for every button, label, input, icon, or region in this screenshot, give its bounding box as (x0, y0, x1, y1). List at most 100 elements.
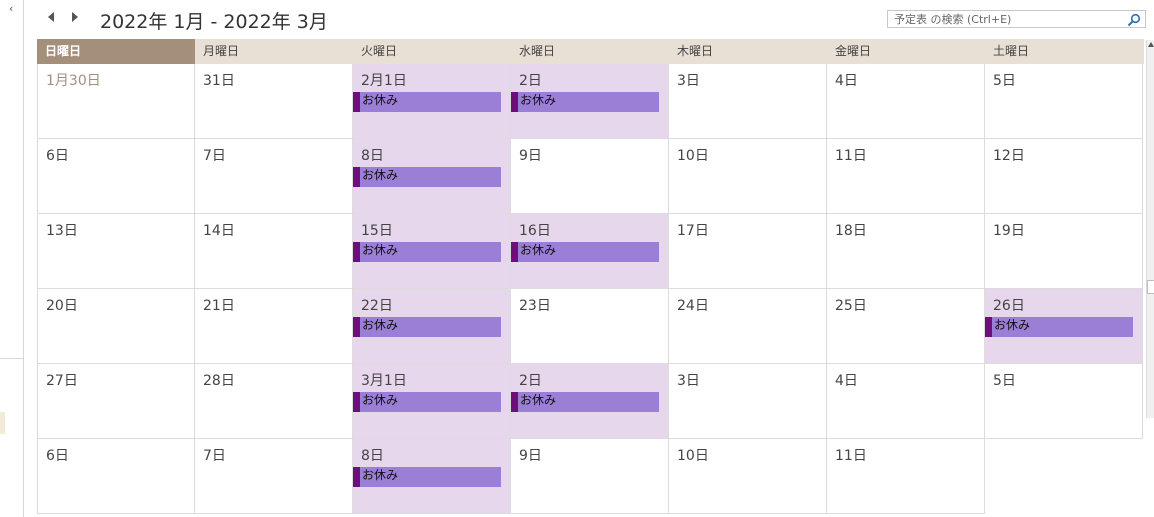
day-number: 6日 (46, 148, 69, 164)
weekday-sunday: 日曜日 (37, 39, 195, 64)
week-row: 27日 28日 3月1日 お休み 2日 お休み 3日 4日 5日 (37, 364, 1144, 439)
day-cell[interactable]: 4日 (827, 364, 985, 439)
day-cell[interactable]: 11日 (827, 439, 985, 514)
day-number: 1月30日 (46, 73, 101, 89)
day-cell[interactable]: 7日 (195, 139, 353, 214)
day-cell[interactable]: 24日 (669, 289, 827, 364)
day-cell[interactable]: 8日お休み (353, 439, 511, 514)
calendar-search[interactable] (887, 10, 1146, 28)
day-cell[interactable]: 2日お休み (511, 364, 669, 439)
day-cell[interactable]: 19日 (985, 214, 1143, 289)
appointment-block[interactable]: お休み (353, 242, 501, 262)
day-cell[interactable]: 14日 (195, 214, 353, 289)
day-cell[interactable]: 10日 (669, 139, 827, 214)
day-cell[interactable]: 4日 (827, 64, 985, 139)
day-number: 11日 (835, 448, 867, 464)
appointment-block[interactable]: お休み (985, 317, 1133, 337)
day-cell[interactable]: 6日 (37, 139, 195, 214)
day-cell[interactable]: 12日 (985, 139, 1143, 214)
day-number: 2日 (519, 373, 542, 389)
search-input[interactable] (888, 11, 1124, 27)
appointment-block[interactable]: お休み (353, 317, 501, 337)
day-cell[interactable]: 31日 (195, 64, 353, 139)
weekday-wednesday: 水曜日 (519, 44, 556, 58)
day-number: 13日 (46, 223, 78, 239)
appointment-block[interactable]: お休み (511, 242, 659, 262)
day-number: 4日 (835, 373, 858, 389)
day-number: 5日 (993, 373, 1016, 389)
day-cell[interactable]: 15日お休み (353, 214, 511, 289)
day-number: 27日 (46, 373, 78, 389)
day-number: 8日 (361, 448, 384, 464)
weekday-header: 日曜日 月曜日 火曜日 水曜日 木曜日 金曜日 土曜日 (37, 39, 1144, 64)
day-number: 17日 (677, 223, 709, 239)
week-row: 6日 7日 8日 お休み 9日 10日 11日 12日 (37, 139, 1144, 214)
week-row: 1月30日 31日 2月1日 お休み 2日 お休み 3日 4日 5日 (37, 64, 1144, 139)
day-number: 31日 (203, 73, 235, 89)
day-cell[interactable]: 9日 (511, 439, 669, 514)
scroll-up-icon[interactable] (1148, 42, 1154, 47)
appointment-block[interactable]: お休み (353, 167, 501, 187)
month-grid: 日曜日 月曜日 火曜日 水曜日 木曜日 金曜日 土曜日 1月30日 31日 2月1日… (37, 39, 1144, 514)
weekday-tuesday: 火曜日 (361, 44, 398, 58)
day-cell[interactable]: 5日 (985, 364, 1143, 439)
collapse-pane-icon[interactable]: ‹ (9, 2, 14, 15)
day-cell[interactable]: 22日お休み (353, 289, 511, 364)
weekday-thursday: 木曜日 (677, 44, 714, 58)
week-row: 13日 14日 15日 お休み 16日 お休み 17日 18日 19日 (37, 214, 1144, 289)
day-cell[interactable]: 1月30日 (37, 64, 195, 139)
day-number: 15日 (361, 223, 393, 239)
day-cell[interactable]: 18日 (827, 214, 985, 289)
pane-highlight (0, 412, 5, 434)
day-cell[interactable]: 11日 (827, 139, 985, 214)
weekday-saturday: 土曜日 (993, 44, 1030, 58)
day-cell[interactable]: 26日 お休み (985, 289, 1143, 364)
previous-range-icon[interactable] (48, 12, 54, 22)
day-cell[interactable]: 16日 お休み (511, 214, 669, 289)
appointment-block[interactable]: お休み (353, 467, 501, 487)
day-cell[interactable]: 21日 (195, 289, 353, 364)
day-cell[interactable]: 3日 (669, 64, 827, 139)
day-cell[interactable]: 2月1日お休み (353, 64, 511, 139)
day-cell[interactable]: 27日 (37, 364, 195, 439)
next-range-icon[interactable] (72, 12, 78, 22)
day-number: 5日 (993, 73, 1016, 89)
pane-divider (0, 358, 23, 359)
day-cell[interactable]: 17日 (669, 214, 827, 289)
weekday-monday: 月曜日 (203, 44, 240, 58)
appointment-block[interactable]: お休み (353, 92, 501, 112)
day-number: 3月1日 (361, 373, 407, 389)
day-cell[interactable]: 8日 お休み (353, 139, 511, 214)
day-cell[interactable]: 28日 (195, 364, 353, 439)
weekday-friday: 金曜日 (835, 44, 872, 58)
day-number: 22日 (361, 298, 393, 314)
day-number: 2日 (519, 73, 542, 89)
day-number: 6日 (46, 448, 69, 464)
day-cell[interactable]: 25日 (827, 289, 985, 364)
day-cell[interactable]: 3月1日お休み (353, 364, 511, 439)
day-cell[interactable]: 2日お休み (511, 64, 669, 139)
day-number: 21日 (203, 298, 235, 314)
day-number: 7日 (203, 148, 226, 164)
day-cell[interactable]: 7日 (195, 439, 353, 514)
appointment-block[interactable]: お休み (353, 392, 501, 412)
vertical-scrollbar[interactable] (1146, 40, 1154, 418)
appointment-block[interactable]: お休み (511, 392, 659, 412)
day-number: 2月1日 (361, 73, 407, 89)
day-cell[interactable]: 9日 (511, 139, 669, 214)
appointment-block[interactable]: お休み (511, 92, 659, 112)
day-cell[interactable]: 6日 (37, 439, 195, 514)
day-number: 28日 (203, 373, 235, 389)
day-number: 25日 (835, 298, 867, 314)
day-cell[interactable]: 20日 (37, 289, 195, 364)
day-cell[interactable]: 23日 (511, 289, 669, 364)
week-row: 6日 7日 8日 お休み 9日 10日 11日 (37, 439, 1144, 514)
day-cell[interactable]: 3日 (669, 364, 827, 439)
day-cell[interactable]: 10日 (669, 439, 827, 514)
day-number: 9日 (519, 448, 542, 464)
day-number: 14日 (203, 223, 235, 239)
search-icon[interactable] (1127, 13, 1141, 27)
scrollbar-thumb[interactable] (1147, 280, 1154, 294)
day-cell[interactable]: 5日 (985, 64, 1143, 139)
day-cell[interactable]: 13日 (37, 214, 195, 289)
